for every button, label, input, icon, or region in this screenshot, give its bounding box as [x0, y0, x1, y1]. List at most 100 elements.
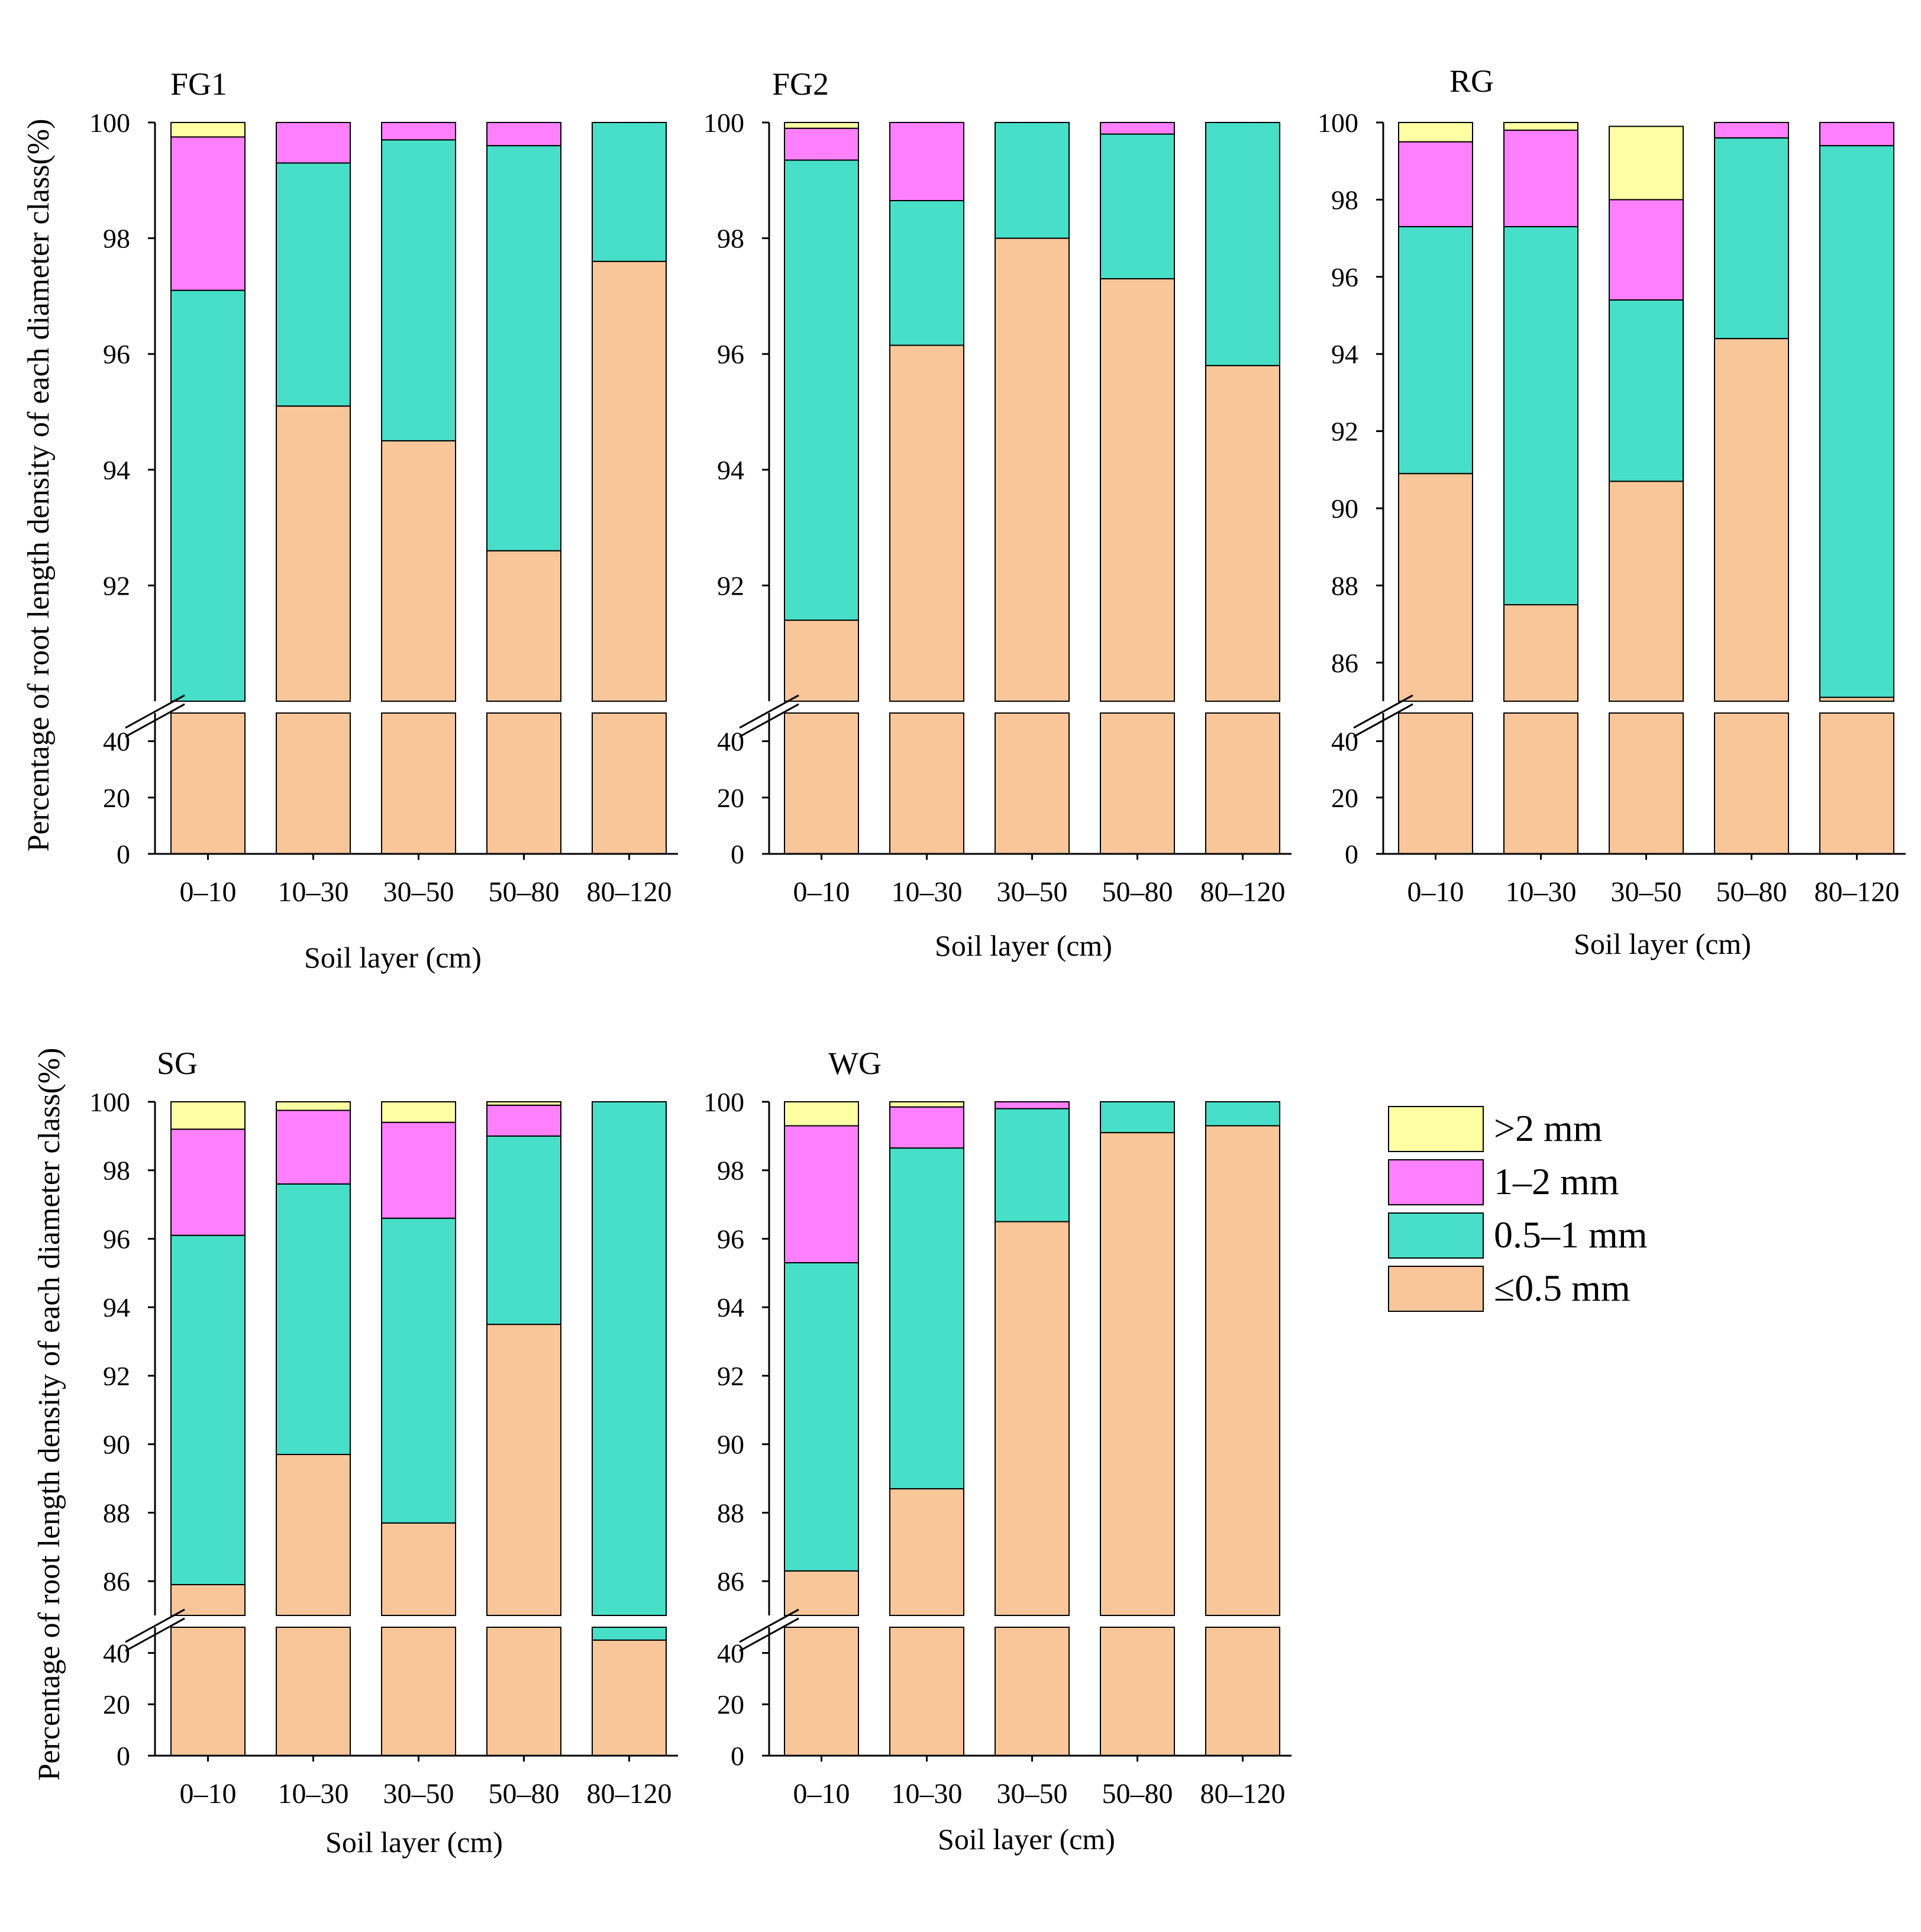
- y-tick-label: 92: [717, 570, 744, 601]
- y-tick-label: 100: [703, 1087, 744, 1117]
- y-tick-label: 94: [717, 1292, 744, 1323]
- bar-rg-3-051mm-upper: [1609, 299, 1684, 482]
- y-tick-label: 40: [717, 1638, 744, 1668]
- panel-fg2: FG2 0–10 10–30 30–50 50–80 80–120 92 94 96 98 100 0…: [703, 66, 1292, 962]
- bar-fg1-1-05mm-lower: [170, 712, 246, 854]
- bar-sg-4-2mm-upper: [486, 1101, 561, 1106]
- axis-break-mark: [1353, 694, 1413, 729]
- x-tick-label: 80–120: [587, 1778, 672, 1810]
- y-tick-label: 20: [717, 1689, 744, 1720]
- bar-sg-3-05mm-lower: [381, 1627, 456, 1756]
- bar-rg-5-12mm-upper: [1819, 122, 1894, 147]
- y-tick-label: 20: [1331, 783, 1358, 813]
- y-tick-label: 20: [103, 1689, 130, 1720]
- bar-rg-3-05mm-lower: [1609, 712, 1684, 854]
- bar-fg1-1-2mm-upper: [170, 122, 246, 138]
- bar-sg-4-12mm-upper: [486, 1104, 561, 1137]
- bar-rg-5-05mm-lower: [1819, 712, 1894, 854]
- y-tick-label: 100: [1318, 108, 1358, 138]
- bar-fg1-3-051mm-upper: [381, 139, 456, 441]
- bar-fg2-3-05mm-lower: [995, 712, 1070, 854]
- bar-fg2-1-05mm-upper: [784, 620, 859, 702]
- bar-wg-1-12mm-upper: [784, 1125, 859, 1263]
- panel-wg: WG 0–10 10–30 30–50 50–80 80–120 86 88 90 92 94 96 9…: [703, 1046, 1292, 1856]
- y-tick-label: 96: [1331, 262, 1358, 292]
- y-tick-label: 92: [103, 570, 130, 601]
- bar-sg-3-05mm-upper: [381, 1522, 456, 1617]
- bar-rg-4-12mm-upper: [1714, 122, 1789, 139]
- axis-break-mark: [1353, 703, 1413, 738]
- y-tick-label: 0: [731, 1741, 744, 1771]
- y-tick-label: 90: [103, 1430, 130, 1460]
- bar-fg2-2-05mm-lower: [889, 712, 964, 854]
- bar-wg-2-2mm-upper: [889, 1101, 964, 1108]
- y-tick-label: 98: [103, 224, 130, 254]
- y-tick-label: 40: [103, 1638, 130, 1668]
- bar-rg-1-05mm-upper: [1398, 473, 1473, 702]
- x-tick-label: 80–120: [1200, 1778, 1286, 1810]
- bar-fg2-1-12mm-upper: [784, 127, 859, 161]
- legend: >2 mm 1–2 mm 0.5–1 mm ≤0.5 mm: [1388, 1106, 1648, 1312]
- bar-wg-5-05mm-lower: [1205, 1627, 1280, 1756]
- bar-rg-4-05mm-lower: [1714, 712, 1789, 854]
- x-tick-label: 80–120: [587, 876, 672, 908]
- bar-sg-1-2mm-upper: [170, 1101, 246, 1130]
- x-tick-label: 50–80: [1102, 876, 1173, 908]
- bar-rg-1-12mm-upper: [1398, 141, 1473, 228]
- x-tick-label: 80–120: [1200, 876, 1286, 908]
- y-tick-label: 98: [103, 1156, 130, 1186]
- bar-rg-1-2mm-upper: [1398, 122, 1473, 143]
- y-tick-label: 100: [89, 1087, 130, 1117]
- y-tick-label: 98: [717, 1156, 744, 1186]
- bar-fg1-4-12mm-upper: [486, 122, 561, 147]
- bar-rg-3-05mm-upper: [1609, 480, 1684, 702]
- bar-sg-2-051mm-upper: [276, 1183, 351, 1456]
- legend-swatch: [1388, 1212, 1484, 1259]
- x-axis-label: Soil layer (cm): [304, 941, 482, 974]
- y-tick-label: 94: [1331, 339, 1358, 369]
- y-tick-label: 86: [717, 1566, 744, 1596]
- y-tick-label: 86: [103, 1566, 130, 1596]
- panel-title: WG: [828, 1046, 882, 1081]
- bar-wg-2-05mm-upper: [889, 1488, 964, 1616]
- y-tick-label: 100: [703, 108, 744, 138]
- bar-fg1-3-12mm-upper: [381, 122, 456, 141]
- axis-break-mark: [739, 703, 799, 738]
- bar-wg-3-051mm-upper: [995, 1108, 1070, 1223]
- bar-rg-4-05mm-upper: [1714, 338, 1789, 702]
- axis-break-mark: [125, 1617, 185, 1652]
- x-tick-label: 10–30: [278, 1778, 349, 1810]
- bar-rg-2-051mm-upper: [1503, 226, 1578, 606]
- bar-fg2-5-051mm-upper: [1205, 122, 1280, 366]
- bar-fg2-4-12mm-upper: [1100, 122, 1175, 135]
- bar-wg-3-05mm-upper: [995, 1221, 1070, 1617]
- bar-sg-5-05mm-lower: [592, 1639, 667, 1756]
- legend-label: >2 mm: [1494, 1107, 1603, 1149]
- y-tick-label: 94: [103, 1292, 130, 1323]
- panels: FG1 0–10 10–30 30–50 50–80 80–120 92 94 96 98 100 0…: [89, 63, 1906, 1859]
- bar-sg-1-05mm-lower: [170, 1627, 246, 1756]
- bar-fg2-5-05mm-lower: [1205, 712, 1280, 854]
- y-tick-label: 92: [1331, 417, 1358, 447]
- y-tick-label: 40: [717, 727, 744, 757]
- y-tick-label: 94: [717, 455, 744, 485]
- y-tick-label: 0: [1345, 839, 1358, 869]
- bar-fg1-5-051mm-upper: [592, 122, 667, 262]
- bar-fg1-2-05mm-upper: [276, 405, 351, 702]
- y-tick-label: 88: [103, 1498, 130, 1528]
- bar-wg-1-2mm-upper: [784, 1101, 859, 1127]
- bar-wg-1-05mm-upper: [784, 1570, 859, 1617]
- x-tick-label: 10–30: [892, 876, 963, 908]
- x-tick-label: 50–80: [1716, 876, 1787, 908]
- x-tick-label: 30–50: [1611, 876, 1682, 908]
- axis-break-mark: [125, 703, 185, 738]
- bar-fg1-2-051mm-upper: [276, 162, 351, 407]
- bar-fg1-5-05mm-upper: [592, 260, 667, 702]
- y-tick-label: 40: [103, 727, 130, 757]
- axis-break-mark: [739, 1617, 799, 1652]
- bar-rg-2-05mm-upper: [1503, 604, 1578, 702]
- x-axis-label: Soil layer (cm): [938, 1823, 1115, 1856]
- bar-wg-3-05mm-lower: [995, 1627, 1070, 1756]
- bar-wg-3-12mm-upper: [995, 1101, 1070, 1109]
- y-axis-label-top: Percentage of root length density of eac…: [22, 119, 56, 852]
